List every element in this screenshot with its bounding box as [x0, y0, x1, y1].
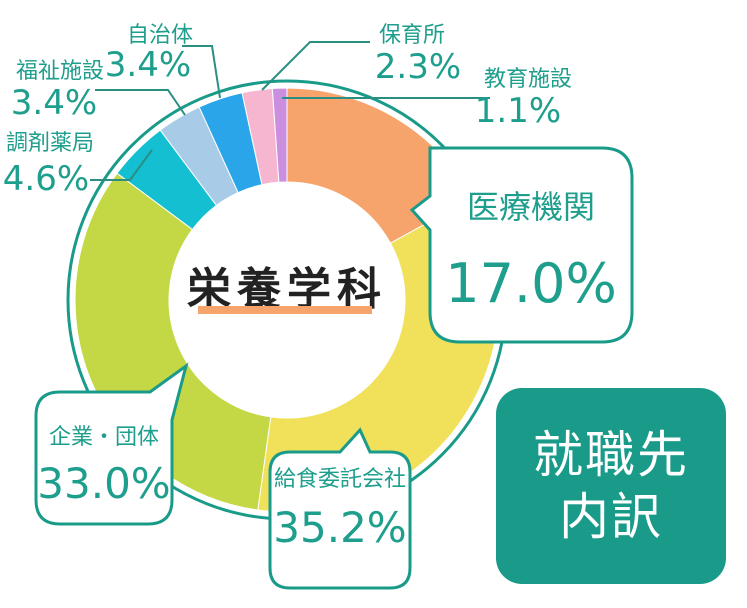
- label-kyushoku-value: 35.2%: [273, 503, 406, 552]
- label-kyushoku-name: 給食委託会社: [274, 467, 406, 492]
- center-label-underline: [198, 306, 372, 314]
- leader-chozai: [90, 149, 153, 181]
- label-kyoiku-value: 1.1%: [475, 91, 561, 131]
- callout-kigyo-bubble: [34, 362, 189, 526]
- label-fukushi-name: 福祉施設: [16, 59, 104, 84]
- label-kigyo-name: 企業・団体: [49, 425, 159, 450]
- callout-iryo-bubble: [409, 146, 634, 344]
- label-kigyo-value: 33.0%: [37, 459, 170, 508]
- label-kyoiku-name: 教育施設: [484, 67, 572, 92]
- label-jichitai-name: 自治体: [127, 23, 193, 48]
- label-hoikusho-name: 保育所: [379, 23, 445, 48]
- leader-fukushi: [95, 89, 186, 116]
- label-hoikusho-value: 2.3%: [375, 47, 461, 87]
- donut-hole: [169, 182, 405, 418]
- label-chozai-value: 4.6%: [3, 159, 89, 199]
- leader-lines: [90, 41, 490, 181]
- label-fukushi-value: 3.4%: [11, 83, 97, 123]
- label-iryo-value: 17.0%: [445, 252, 617, 315]
- callout-kyushoku-bubble: [268, 427, 412, 590]
- badge-line-1: 就職先: [533, 426, 689, 484]
- label-iryo-name: 医療機関: [467, 188, 595, 226]
- leader-hoikusho: [261, 41, 370, 91]
- badge-line-2: 内訳: [559, 488, 663, 546]
- label-chozai-name: 調剤薬局: [6, 131, 94, 156]
- leader-jichitai: [182, 45, 221, 99]
- label-jichitai-value: 3.4%: [105, 45, 191, 85]
- breakdown-badge: 就職先 内訳: [496, 388, 726, 584]
